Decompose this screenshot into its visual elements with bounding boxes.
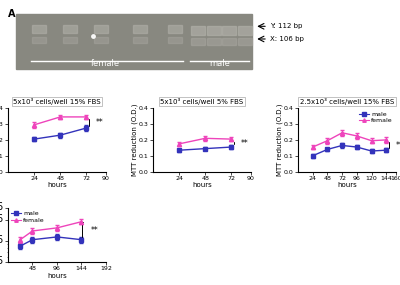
Y-axis label: MTT reduction (O.D.): MTT reduction (O.D.) [276, 104, 282, 176]
Bar [16, 14, 252, 69]
Title: 5x10³ cells/well 15% FBS: 5x10³ cells/well 15% FBS [13, 98, 101, 105]
Bar [168, 25, 182, 33]
Title: 5x10³ cells/well 5% FBS: 5x10³ cells/well 5% FBS [160, 98, 244, 105]
Bar [133, 25, 147, 33]
Text: X: 106 bp: X: 106 bp [270, 36, 304, 42]
X-axis label: hours: hours [47, 182, 67, 188]
Bar [238, 26, 252, 35]
Text: **: ** [241, 139, 249, 148]
Bar [222, 38, 236, 45]
Bar [133, 37, 147, 43]
Text: male: male [209, 58, 230, 68]
Text: Y: 112 bp: Y: 112 bp [270, 23, 302, 29]
Bar [207, 38, 221, 45]
X-axis label: hours: hours [337, 182, 357, 188]
Bar [238, 38, 252, 45]
Bar [222, 26, 236, 35]
Bar [94, 25, 108, 33]
Title: 2.5x10³ cells/well 15% FBS: 2.5x10³ cells/well 15% FBS [300, 98, 394, 105]
Text: **: ** [91, 226, 98, 235]
Y-axis label: MTT reduction (O.D.): MTT reduction (O.D.) [131, 104, 138, 176]
Bar [63, 37, 77, 43]
Legend: male, female: male, female [359, 111, 393, 123]
Bar [32, 25, 46, 33]
Legend: male, female: male, female [11, 211, 45, 223]
Bar [63, 25, 77, 33]
X-axis label: hours: hours [47, 273, 67, 279]
Text: **: ** [96, 118, 104, 127]
Bar [94, 37, 108, 43]
Bar [32, 37, 46, 43]
Text: A: A [8, 9, 16, 19]
Bar [191, 26, 205, 35]
Text: female: female [90, 58, 120, 68]
Bar [207, 26, 221, 35]
X-axis label: hours: hours [192, 182, 212, 188]
Text: **: ** [396, 141, 400, 150]
Bar [191, 38, 205, 45]
Bar [168, 37, 182, 43]
